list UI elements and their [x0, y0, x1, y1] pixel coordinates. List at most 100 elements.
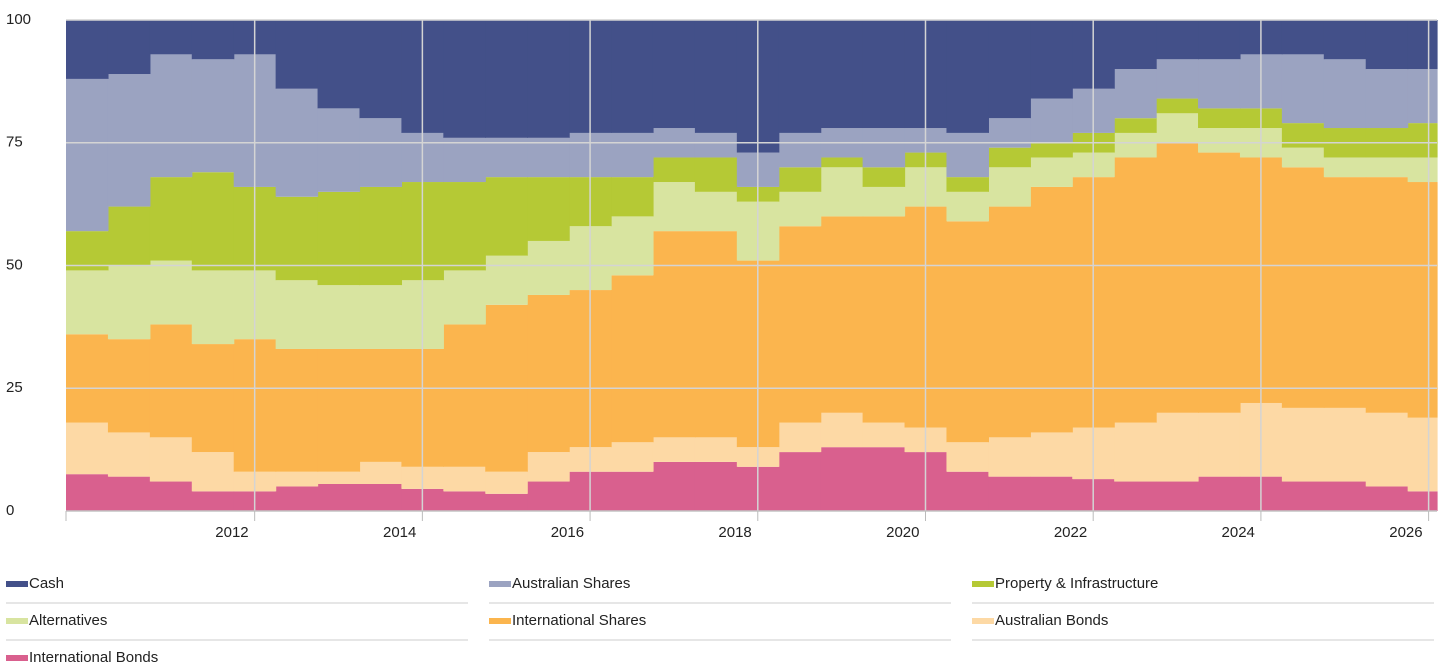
area-step — [1198, 20, 1241, 60]
area-step — [611, 275, 654, 443]
area-step — [149, 481, 193, 511]
area-step — [527, 137, 570, 178]
area-step — [1365, 412, 1409, 487]
area-step — [652, 461, 696, 511]
area-step — [1030, 142, 1073, 158]
area-step — [1030, 157, 1073, 187]
area-step — [862, 447, 906, 511]
area-step — [66, 474, 109, 511]
area-step — [317, 483, 361, 511]
area-step — [1198, 476, 1241, 511]
area-step — [443, 137, 486, 183]
area-step — [611, 442, 654, 472]
area-step — [275, 471, 319, 487]
area-step — [359, 186, 403, 286]
area-step — [443, 491, 486, 511]
area-step — [149, 437, 193, 482]
area-step — [317, 20, 361, 109]
area-step — [359, 285, 403, 349]
area-step — [652, 20, 696, 129]
area-step — [1198, 59, 1241, 109]
area-step — [778, 226, 822, 423]
legend-swatch — [489, 618, 511, 624]
area-step — [778, 452, 822, 511]
area-step — [485, 493, 528, 511]
area-step — [652, 437, 696, 462]
area-step — [359, 461, 403, 484]
area-step — [1323, 177, 1367, 408]
legend-swatch — [6, 581, 28, 587]
area-step — [527, 177, 570, 241]
x-tick-label: 2016 — [551, 524, 584, 541]
area-step — [1030, 186, 1073, 433]
area-step — [485, 177, 528, 256]
area-step — [1323, 481, 1367, 511]
area-step — [191, 270, 235, 345]
area-step — [485, 20, 528, 138]
area-step — [317, 191, 361, 286]
area-step — [862, 167, 906, 187]
x-tick-label: 2022 — [1054, 524, 1087, 541]
area-step — [946, 177, 989, 192]
area-step — [275, 486, 319, 511]
area-step — [66, 20, 109, 79]
area-step — [1407, 491, 1438, 511]
area-step — [1114, 422, 1157, 482]
area-step — [946, 442, 989, 472]
area-step — [149, 54, 193, 178]
area-step — [485, 255, 528, 305]
legend-label: Australian Bonds — [995, 612, 1108, 629]
x-tick-label: 2024 — [1222, 524, 1255, 541]
legend-label: International Bonds — [29, 649, 158, 666]
area-step — [778, 132, 822, 168]
area-step — [1156, 113, 1199, 143]
area-step — [1156, 59, 1199, 99]
area-step — [359, 118, 403, 187]
area-step — [946, 132, 989, 178]
legend-swatch — [6, 618, 28, 624]
area-step — [443, 270, 486, 325]
area-step — [694, 132, 738, 158]
area-step — [820, 216, 864, 413]
area-step — [1030, 432, 1073, 477]
area-step — [862, 20, 906, 129]
area-step — [1156, 20, 1199, 60]
area-step — [694, 20, 738, 133]
area-step — [1156, 481, 1199, 511]
legend-label: Cash — [29, 575, 64, 592]
area-step — [694, 191, 738, 232]
area-step — [946, 471, 989, 511]
area-step — [1323, 20, 1367, 60]
area-step — [107, 20, 151, 75]
area-step — [778, 167, 822, 192]
area-step — [191, 491, 235, 511]
area-step — [107, 432, 151, 477]
area-step — [359, 348, 403, 462]
area-step — [946, 20, 989, 133]
area-step — [66, 422, 109, 475]
area-step — [1114, 481, 1157, 511]
area-step — [652, 157, 696, 183]
x-tick-label: 2018 — [718, 524, 751, 541]
legend-label: Alternatives — [29, 612, 107, 629]
area-step — [652, 182, 696, 232]
area-step — [317, 285, 361, 349]
area-step — [527, 452, 570, 482]
area-step — [107, 265, 151, 340]
area-step — [107, 476, 151, 511]
area-step — [1323, 59, 1367, 129]
area-step — [1323, 157, 1367, 178]
area-step — [1030, 476, 1073, 511]
area-step — [946, 221, 989, 443]
area-step — [1365, 20, 1409, 70]
area-step — [443, 324, 486, 467]
area-step — [1156, 412, 1199, 482]
area-step — [1407, 20, 1438, 70]
area-step — [1281, 147, 1325, 168]
legend-swatch — [972, 581, 994, 587]
area-step — [1365, 69, 1409, 129]
area-step — [149, 20, 193, 55]
area-step — [1281, 54, 1325, 124]
x-tick-label: 2012 — [215, 524, 248, 541]
area-step — [1198, 152, 1241, 413]
